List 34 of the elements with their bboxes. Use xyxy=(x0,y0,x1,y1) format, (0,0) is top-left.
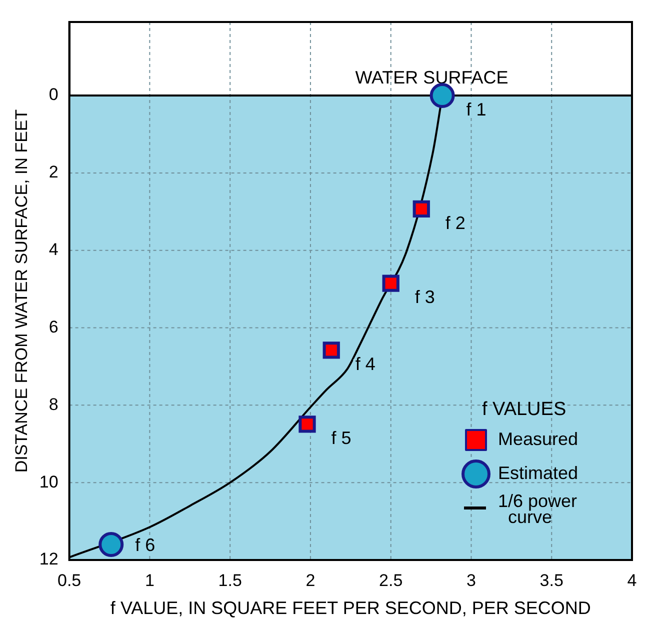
legend-title: f VALUES xyxy=(482,399,566,420)
y-tick-label: 12 xyxy=(39,550,58,569)
y-axis-title: DISTANCE FROM WATER SURFACE, IN FEET xyxy=(12,109,31,473)
x-tick-label: 2 xyxy=(306,570,316,590)
x-axis-title: f VALUE, IN SQUARE FEET PER SECOND, PER SECOND xyxy=(110,598,591,618)
x-tick-label: 4 xyxy=(627,570,637,590)
x-tick-label: 1.5 xyxy=(218,570,242,590)
legend-label: Measured xyxy=(498,428,578,449)
point xyxy=(412,200,430,218)
x-tick-label: 3 xyxy=(466,570,476,590)
annotation: f 6 xyxy=(135,534,156,555)
y-tick-label: 2 xyxy=(48,162,58,182)
annotation: f 1 xyxy=(466,100,486,120)
annotation: f 2 xyxy=(445,212,466,233)
point xyxy=(298,416,316,433)
y-tick-label: 6 xyxy=(48,317,58,336)
annotation: f 4 xyxy=(355,354,376,374)
point xyxy=(430,83,455,108)
y-tick-label: 4 xyxy=(48,240,58,260)
y-tick-label: 0 xyxy=(48,85,58,104)
x-tick-label: 3.5 xyxy=(540,570,564,590)
legend-label: 1/6 power curve xyxy=(498,490,578,527)
point xyxy=(322,342,340,359)
y-tick-label: 10 xyxy=(39,472,58,492)
legend-label: Estimated xyxy=(498,462,578,483)
x-tick-label: 2.5 xyxy=(379,570,403,590)
point xyxy=(98,532,124,558)
x-tick-label: 1 xyxy=(144,570,154,590)
ref-line-label: WATER SURFACE xyxy=(355,68,508,88)
point xyxy=(382,274,400,292)
x-tick-label: 0.5 xyxy=(57,570,82,590)
annotation: f 5 xyxy=(331,428,352,448)
annotation: f 3 xyxy=(414,287,435,308)
y-tick-label: 8 xyxy=(48,394,58,414)
